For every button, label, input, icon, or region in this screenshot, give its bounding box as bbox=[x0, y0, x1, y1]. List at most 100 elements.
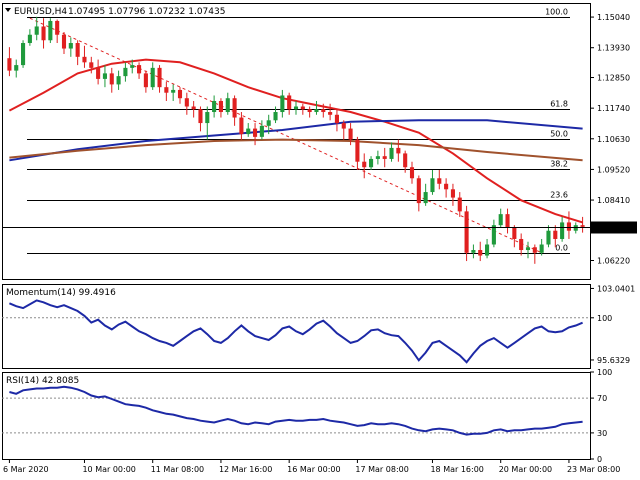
candle[interactable] bbox=[580, 216, 585, 233]
candle[interactable] bbox=[225, 92, 230, 115]
candle[interactable] bbox=[68, 37, 73, 57]
rsi-pane[interactable]: RSI(14) 42.8085 bbox=[2, 376, 590, 436]
candle[interactable] bbox=[314, 100, 319, 115]
candle[interactable] bbox=[328, 103, 333, 121]
candle[interactable] bbox=[48, 18, 53, 44]
candle[interactable] bbox=[14, 59, 19, 78]
candle[interactable] bbox=[341, 120, 346, 140]
candle[interactable] bbox=[41, 18, 46, 49]
candle[interactable] bbox=[293, 100, 299, 115]
candle[interactable] bbox=[171, 84, 176, 101]
candle[interactable] bbox=[423, 183, 428, 206]
candle[interactable] bbox=[205, 106, 210, 140]
candle[interactable] bbox=[75, 40, 80, 66]
candle[interactable] bbox=[157, 65, 162, 93]
candle[interactable] bbox=[27, 29, 32, 46]
candle[interactable] bbox=[218, 98, 223, 118]
candle[interactable] bbox=[150, 62, 155, 90]
candle[interactable] bbox=[430, 169, 435, 195]
candle[interactable] bbox=[375, 150, 380, 165]
candle[interactable] bbox=[137, 62, 142, 79]
candle[interactable] bbox=[280, 89, 285, 118]
candle[interactable] bbox=[369, 156, 374, 170]
candle[interactable] bbox=[546, 225, 551, 248]
current-price-marker bbox=[591, 221, 637, 234]
candle[interactable] bbox=[130, 59, 135, 74]
momentum-line bbox=[9, 299, 583, 364]
candle[interactable] bbox=[532, 244, 537, 264]
candle[interactable] bbox=[505, 208, 510, 234]
candle[interactable] bbox=[444, 178, 449, 198]
candle[interactable] bbox=[560, 216, 565, 242]
candle[interactable] bbox=[96, 59, 101, 85]
candle[interactable] bbox=[143, 70, 148, 93]
candle[interactable] bbox=[273, 106, 278, 124]
candle[interactable] bbox=[232, 95, 237, 126]
candle[interactable] bbox=[7, 47, 12, 77]
candle[interactable] bbox=[184, 92, 189, 115]
candle[interactable] bbox=[21, 40, 26, 68]
candle[interactable] bbox=[266, 114, 271, 135]
candle[interactable] bbox=[491, 219, 496, 248]
candle[interactable] bbox=[382, 147, 387, 168]
candle[interactable] bbox=[191, 100, 196, 118]
candle[interactable] bbox=[409, 161, 415, 184]
rsi-tick-label: 100 bbox=[597, 368, 612, 377]
candle[interactable] bbox=[362, 153, 367, 179]
candle-body bbox=[27, 34, 32, 44]
candle[interactable] bbox=[485, 238, 490, 259]
candle-body bbox=[280, 95, 285, 113]
candle-body bbox=[68, 43, 73, 49]
candle[interactable] bbox=[334, 109, 339, 132]
candle[interactable] bbox=[109, 67, 114, 93]
candle[interactable] bbox=[61, 31, 67, 55]
candle[interactable] bbox=[389, 142, 394, 162]
candle[interactable] bbox=[519, 233, 524, 256]
candle[interactable] bbox=[450, 183, 455, 206]
candle[interactable] bbox=[212, 95, 217, 118]
candle[interactable] bbox=[321, 103, 326, 118]
candle[interactable] bbox=[566, 211, 571, 239]
candle[interactable] bbox=[177, 87, 183, 104]
candle[interactable] bbox=[478, 241, 483, 262]
candle-body bbox=[61, 34, 67, 49]
candle[interactable] bbox=[355, 136, 360, 170]
candle[interactable] bbox=[246, 123, 251, 137]
candle[interactable] bbox=[403, 150, 408, 173]
candle[interactable] bbox=[259, 120, 264, 140]
candle-body bbox=[409, 167, 415, 179]
candle[interactable] bbox=[416, 175, 421, 212]
candle[interactable] bbox=[307, 106, 312, 118]
candle[interactable] bbox=[239, 112, 244, 140]
candle[interactable] bbox=[464, 205, 469, 262]
candle[interactable] bbox=[300, 103, 305, 115]
candle[interactable] bbox=[82, 45, 87, 68]
candle-body bbox=[130, 65, 135, 68]
candle[interactable] bbox=[498, 208, 503, 228]
candle[interactable] bbox=[116, 70, 121, 90]
collapse-triangle-icon[interactable] bbox=[5, 8, 11, 12]
price-pane[interactable]: 100.0 61.8 50.0 38.2 23.6 0.0 1.07435 bbox=[2, 8, 637, 264]
candle[interactable] bbox=[553, 225, 558, 248]
candle[interactable] bbox=[89, 56, 94, 74]
candle[interactable] bbox=[198, 106, 203, 132]
candle[interactable] bbox=[348, 123, 353, 146]
candle[interactable] bbox=[457, 192, 462, 217]
candle[interactable] bbox=[287, 92, 292, 115]
candle[interactable] bbox=[539, 238, 544, 256]
candle[interactable] bbox=[102, 65, 107, 88]
candle[interactable] bbox=[471, 244, 476, 259]
candle[interactable] bbox=[253, 123, 258, 146]
candle-body bbox=[471, 250, 476, 253]
candle[interactable] bbox=[396, 139, 401, 162]
candle[interactable] bbox=[525, 241, 531, 259]
candle[interactable] bbox=[164, 81, 169, 101]
candle-body bbox=[239, 117, 244, 135]
candle[interactable] bbox=[123, 62, 128, 82]
candle[interactable] bbox=[55, 19, 60, 44]
momentum-pane[interactable]: Momentum(14) 99.4916 bbox=[2, 288, 590, 364]
candle[interactable] bbox=[512, 225, 517, 248]
candle[interactable] bbox=[437, 169, 442, 190]
candle[interactable] bbox=[34, 16, 39, 41]
